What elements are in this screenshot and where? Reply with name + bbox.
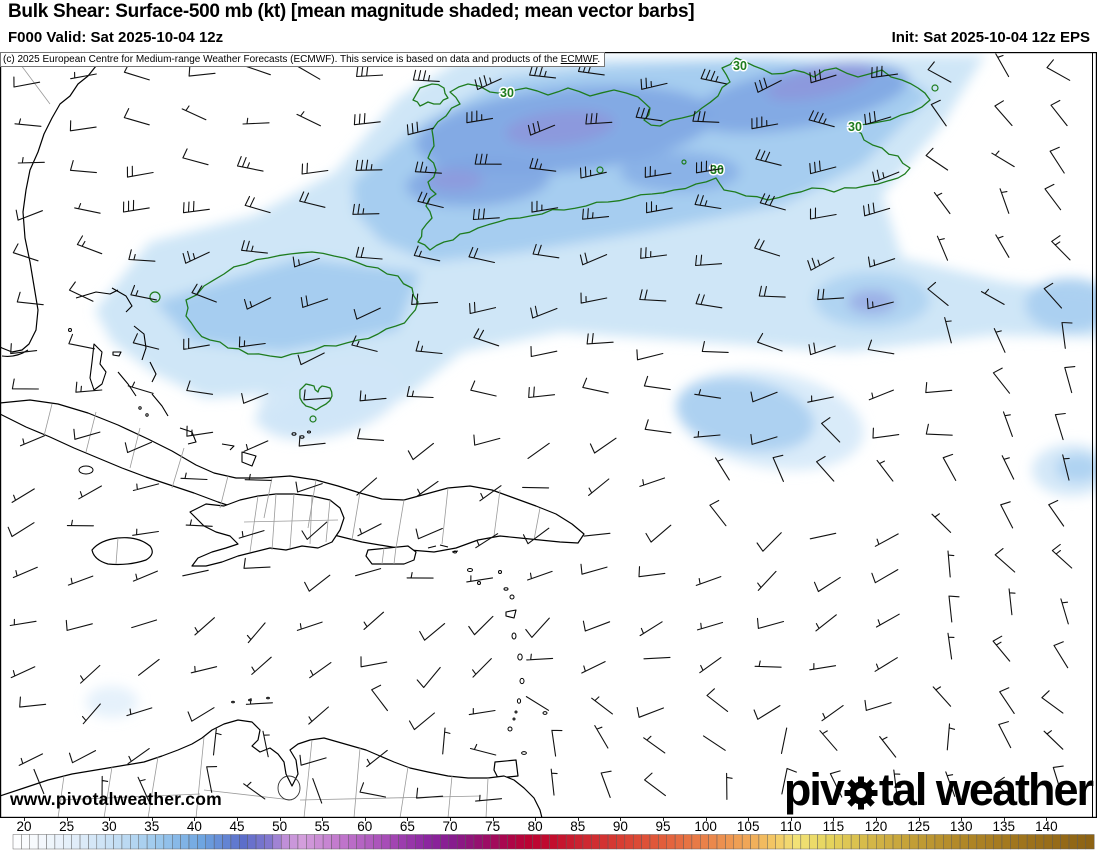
color-scale-bar bbox=[0, 834, 1100, 850]
contour-label: 30 bbox=[710, 163, 724, 177]
logo-text-right: tal weather bbox=[878, 764, 1094, 815]
scale-label-65: 65 bbox=[399, 819, 415, 834]
contour-label: 30 bbox=[733, 59, 747, 73]
scale-label-140: 140 bbox=[1035, 819, 1058, 834]
scale-label-45: 45 bbox=[229, 819, 245, 834]
scale-label-135: 135 bbox=[992, 819, 1016, 834]
pivotal-weather-logo: piv tal weather bbox=[783, 764, 1094, 815]
scale-label-50: 50 bbox=[272, 819, 288, 834]
scale-label-30: 30 bbox=[101, 819, 117, 834]
scale-label-130: 130 bbox=[949, 819, 973, 834]
scale-label-100: 100 bbox=[694, 819, 717, 834]
scale-label-55: 55 bbox=[314, 819, 330, 834]
scale-label-60: 60 bbox=[357, 819, 373, 834]
contour-30kt-layer: 30 30 30 30 bbox=[149, 57, 939, 423]
contour-label: 30 bbox=[500, 86, 514, 100]
wind-barbs-layer bbox=[7, 53, 1076, 804]
scale-label-115: 115 bbox=[822, 819, 845, 834]
scale-label-25: 25 bbox=[59, 819, 75, 834]
copyright-strip: (c) 2025 European Centre for Medium-rang… bbox=[0, 52, 606, 67]
scale-label-90: 90 bbox=[612, 819, 628, 834]
page-title: Bulk Shear: Surface-500 mb (kt) [mean ma… bbox=[8, 1, 695, 22]
color-scale: 20 25 30 35 40 45 50 55 60 65 70 75 80 85 90 95 100 105 11… bbox=[0, 818, 1100, 850]
gear-icon bbox=[844, 776, 878, 810]
copyright-text: (c) 2025 European Centre for Medium-rang… bbox=[3, 54, 561, 65]
scale-label-120: 120 bbox=[864, 819, 888, 834]
scale-label-105: 105 bbox=[736, 819, 760, 834]
scale-label-70: 70 bbox=[442, 819, 458, 834]
scale-label-85: 85 bbox=[570, 819, 586, 834]
shear-shading-layer bbox=[86, 55, 1096, 718]
logo-text-left: piv bbox=[783, 764, 845, 815]
copyright-suffix: . bbox=[597, 54, 601, 65]
scale-label-110: 110 bbox=[780, 819, 802, 834]
color-scale-tick-labels: 20 25 30 35 40 45 50 55 60 65 70 75 80 85 90 95 100 105 11… bbox=[0, 818, 1100, 834]
scale-label-80: 80 bbox=[527, 819, 543, 834]
contour-label: 30 bbox=[848, 120, 862, 134]
header: Bulk Shear: Surface-500 mb (kt) [mean ma… bbox=[0, 0, 1100, 52]
scale-label-75: 75 bbox=[485, 819, 501, 834]
ecmwf-link[interactable]: ECMWF bbox=[560, 54, 598, 65]
scale-label-35: 35 bbox=[144, 819, 160, 834]
scale-label-95: 95 bbox=[655, 819, 671, 834]
site-url-watermark: www.pivotalweather.com bbox=[10, 789, 222, 809]
valid-time-label: F000 Valid: Sat 2025-10-04 12z bbox=[8, 29, 224, 46]
scale-label-20: 20 bbox=[16, 819, 32, 834]
coastlines-layer bbox=[1, 53, 585, 817]
scale-label-125: 125 bbox=[907, 819, 930, 834]
scale-label-40: 40 bbox=[186, 819, 202, 834]
init-time-label: Init: Sat 2025-10-04 12z EPS bbox=[891, 29, 1090, 46]
